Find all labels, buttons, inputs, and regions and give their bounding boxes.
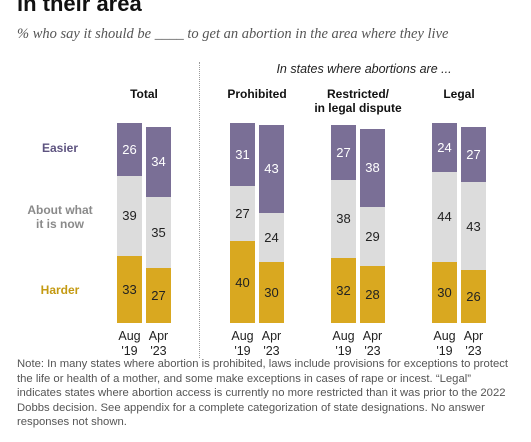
bar-period-label: Apr '23 — [261, 329, 282, 358]
bar-segment-harder: 40 — [230, 241, 255, 323]
bar-segment-easier: 27 — [461, 127, 486, 183]
bar-period-label: Aug '19 — [118, 329, 141, 358]
bar-segment-easier: 24 — [432, 123, 457, 173]
group-title-2: Restricted/in legal dispute — [314, 87, 402, 115]
bar-segment-harder: 33 — [117, 255, 142, 323]
bar-period-label: Apr '23 — [362, 329, 383, 358]
bar-segment-about: 44 — [432, 172, 457, 262]
bar-segment-harder: 30 — [432, 261, 457, 323]
bar-segment-about: 38 — [331, 180, 356, 258]
bar-segment-harder: 28 — [360, 265, 385, 323]
row-label-harder: Harder — [40, 283, 80, 297]
group-title-3: Legal — [443, 87, 475, 101]
bar-segment-about: 43 — [461, 182, 486, 270]
bar-segment-harder: 30 — [259, 261, 284, 323]
bar-period-label: Aug '19 — [231, 329, 254, 358]
bar-segment-easier: 43 — [259, 125, 284, 213]
bar-segment-harder: 32 — [331, 257, 356, 323]
bar-segment-easier: 34 — [146, 127, 171, 197]
row-label-easier: Easier — [41, 141, 79, 155]
bar-segment-about: 24 — [259, 212, 284, 262]
group-divider — [199, 62, 200, 358]
bar-segment-about: 29 — [360, 206, 385, 266]
bar-period-label: Apr '23 — [148, 329, 169, 358]
group-title-1: Prohibited — [227, 87, 287, 101]
bar-segment-about: 39 — [117, 176, 142, 256]
bar-segment-harder: 26 — [461, 269, 486, 323]
states-header: In states where abortions are ... — [276, 62, 452, 76]
bar-period-label: Aug '19 — [433, 329, 456, 358]
bar-period-label: Aug '19 — [332, 329, 355, 358]
chart-title: in their area — [17, 0, 142, 16]
group-title-0: Total — [130, 87, 158, 101]
bar-period-label: Apr '23 — [463, 329, 484, 358]
bar-segment-about: 27 — [230, 186, 255, 242]
bar-segment-easier: 26 — [117, 123, 142, 177]
footnote: Note: In many states where abortion is p… — [17, 358, 509, 429]
bar-segment-harder: 27 — [146, 267, 171, 323]
bar-segment-easier: 38 — [360, 129, 385, 207]
bar-segment-easier: 27 — [331, 125, 356, 181]
bar-segment-about: 35 — [146, 196, 171, 268]
bar-segment-easier: 31 — [230, 123, 255, 187]
chart-subtitle: % who say it should be ____ to get an ab… — [17, 26, 449, 42]
row-label-about-what-it-is-now: About what it is now — [27, 203, 93, 231]
